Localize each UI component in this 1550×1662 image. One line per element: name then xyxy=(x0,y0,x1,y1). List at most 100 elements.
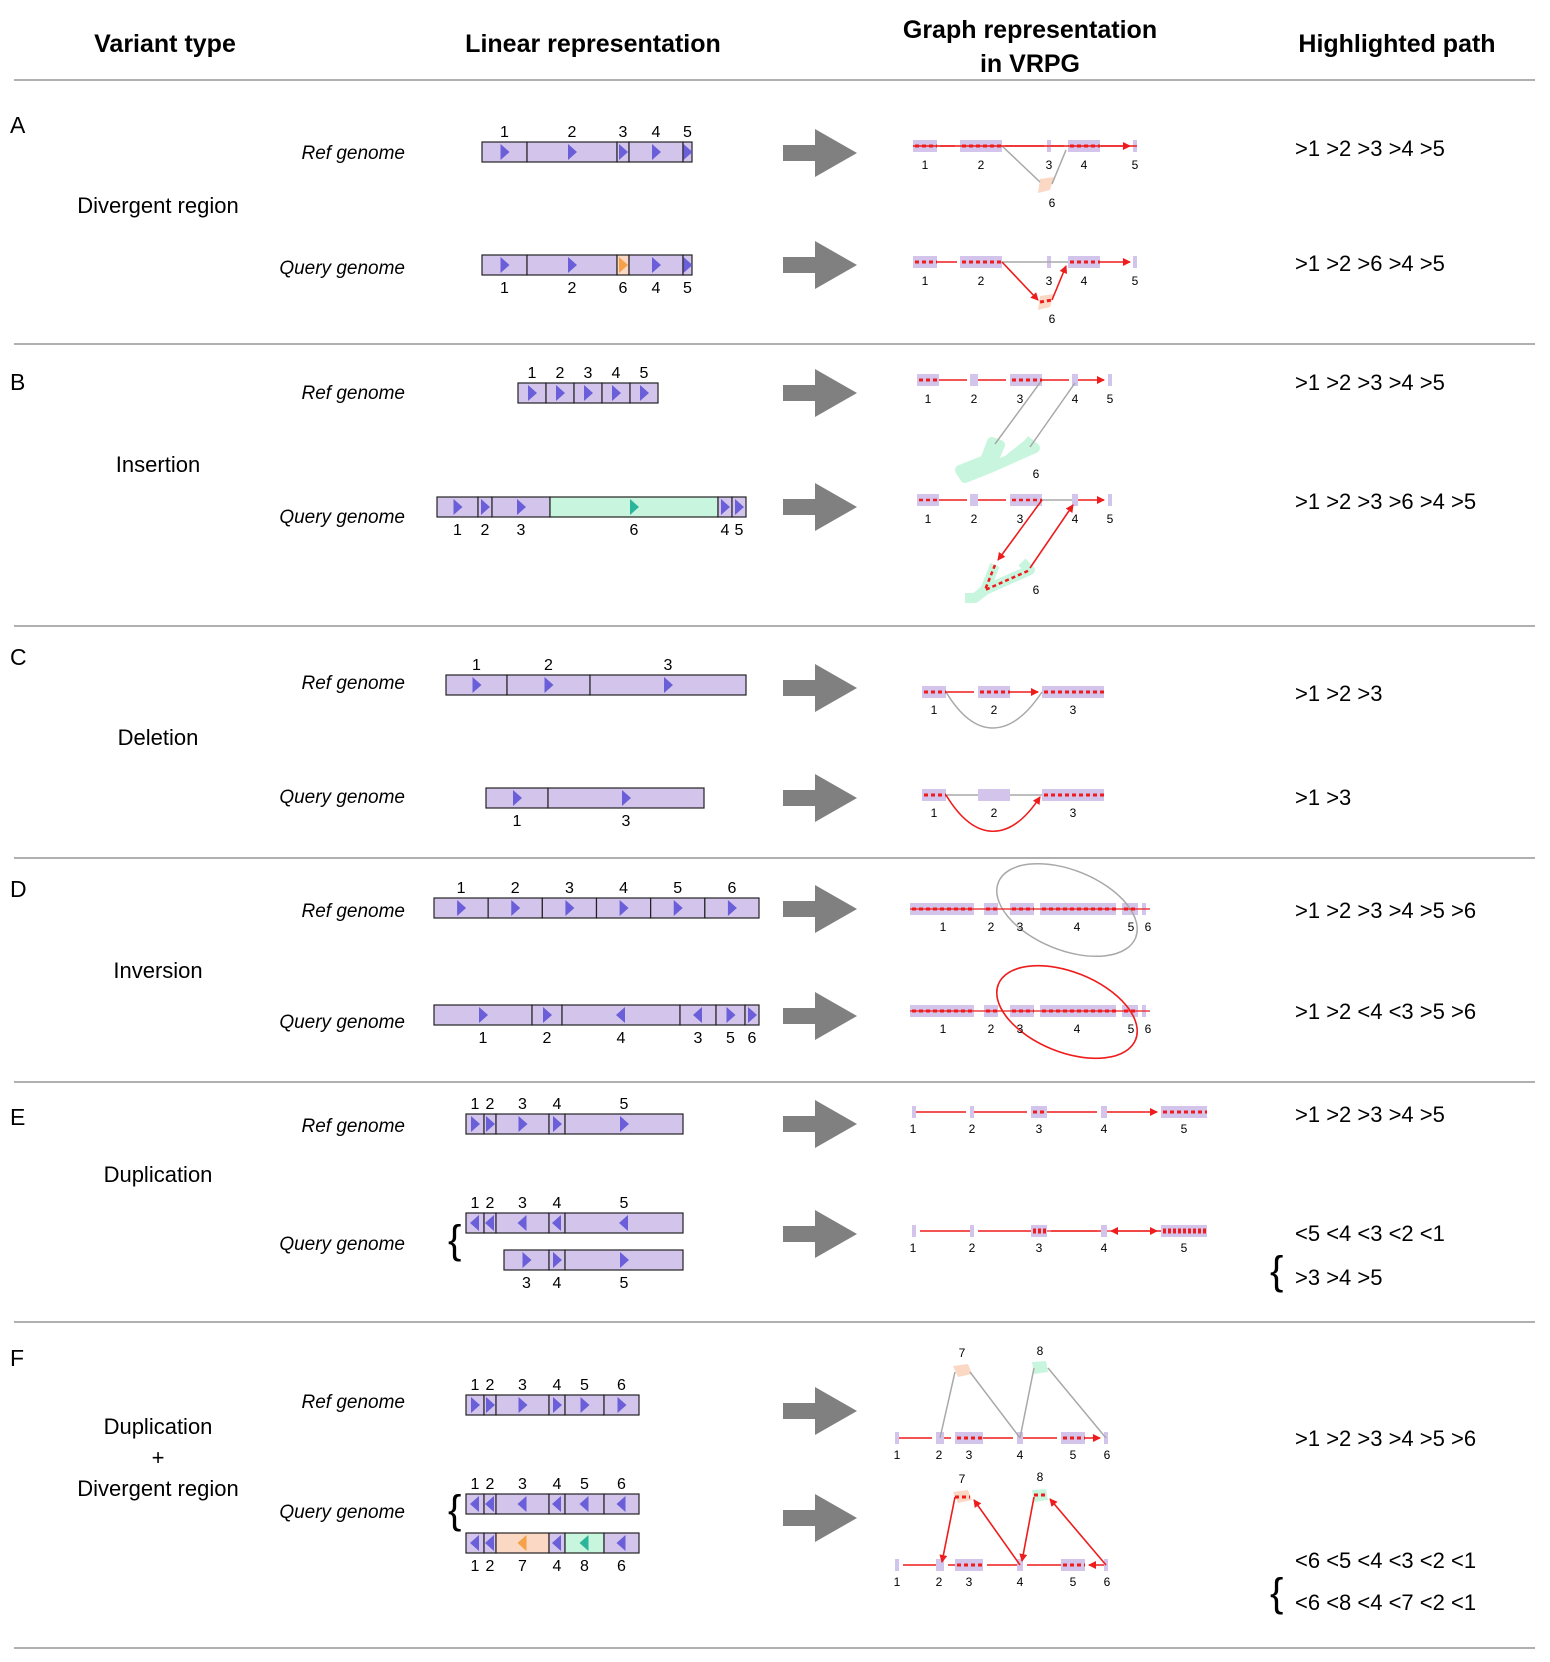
graph-node xyxy=(978,789,1010,801)
segment-direction-icon xyxy=(485,1535,494,1551)
node-label: 4 xyxy=(1074,920,1081,934)
segment-direction-icon xyxy=(579,1535,589,1551)
block-arrow-icon xyxy=(783,369,857,417)
segment-label: 1 xyxy=(471,1096,480,1113)
graph-node xyxy=(912,1106,916,1118)
graph-node xyxy=(970,494,978,506)
query-brace-f: { xyxy=(448,1488,461,1532)
ref-genome-label-e: Ref genome xyxy=(301,1116,405,1137)
linear-representations: 1 2 3 4 51 2 6 4 51 2 3 4 51 2 3 6 4 51 2 31 31 2 3 4 5 61 2 4 3 5 61 2… xyxy=(433,124,760,1575)
segment-label: 1 xyxy=(513,813,522,830)
block-arrow-icon xyxy=(783,241,857,289)
segment-direction-icon xyxy=(693,1007,702,1023)
graph-node-6 xyxy=(1038,177,1054,193)
node-label: 5 xyxy=(1132,274,1139,288)
segment-label: 5 xyxy=(726,1030,735,1047)
segment-direction-icon xyxy=(652,257,661,273)
segment-direction-icon xyxy=(616,1007,625,1023)
segment-label: 4 xyxy=(619,880,628,897)
segment-label: 4 xyxy=(553,1476,562,1493)
block-arrow-icon xyxy=(783,774,857,822)
node-label: 1 xyxy=(922,274,929,288)
segment-direction-icon xyxy=(616,1535,626,1551)
segment-label: 5 xyxy=(673,880,682,897)
segment-direction-icon xyxy=(630,499,639,515)
graph-node xyxy=(1101,1106,1107,1118)
node-label: 3 xyxy=(1017,920,1024,934)
segment-direction-icon xyxy=(619,144,628,160)
ref-genome-label-c: Ref genome xyxy=(301,673,405,694)
graph-a-query: 1 2 3 4 5 6 xyxy=(913,256,1139,326)
node-label: 2 xyxy=(978,158,985,172)
graph-edge xyxy=(994,379,1076,448)
segment-label: 3 xyxy=(622,813,631,830)
node-label: 6 xyxy=(1145,920,1152,934)
node-label: 4 xyxy=(1072,512,1079,526)
variant-type-e: Duplication xyxy=(104,1162,213,1187)
segment-direction-icon xyxy=(568,144,577,160)
section-letter-a: A xyxy=(10,112,26,138)
header-variant-type: Variant type xyxy=(94,30,236,58)
block-arrow-icon xyxy=(783,1100,857,1148)
block-arrow-icon xyxy=(783,992,857,1040)
segment-label: 2 xyxy=(556,365,565,382)
segment-direction-icon xyxy=(518,1116,528,1132)
graph-node xyxy=(970,1225,974,1237)
segment-label: 4 xyxy=(553,1096,562,1113)
segment-label: 7 xyxy=(518,1558,527,1575)
graph-path-red xyxy=(1051,265,1068,301)
node-label: 5 xyxy=(1181,1122,1188,1136)
segment-label: 5 xyxy=(683,280,692,297)
segment-direction-icon xyxy=(517,499,526,515)
block-arrow-icon xyxy=(783,483,857,531)
graph-node xyxy=(912,1225,916,1237)
path-c-ref: >1 >2 >3 xyxy=(1295,681,1382,706)
segment-direction-icon xyxy=(481,499,490,515)
graph-b-query: 1 2 3 4 5 6 xyxy=(917,494,1114,603)
segment-label: 5 xyxy=(580,1476,589,1493)
path-brace-f: { xyxy=(1270,1571,1283,1615)
graph-b-ref: 1 2 3 4 5 6 xyxy=(917,374,1114,483)
node-label: 1 xyxy=(940,1022,947,1036)
segment-direction-icon xyxy=(471,1397,480,1413)
segment-direction-icon xyxy=(683,144,693,160)
node-label: 8 xyxy=(1037,1470,1044,1484)
graph-path-red xyxy=(1029,504,1074,569)
node-label: 5 xyxy=(1070,1448,1077,1462)
segment-direction-icon xyxy=(470,1496,479,1512)
segment-label: 1 xyxy=(471,1377,480,1394)
graph-path-dash xyxy=(915,260,1100,304)
segment-label: 6 xyxy=(617,1558,626,1575)
segment-direction-icon xyxy=(517,1535,527,1551)
segment-direction-icon xyxy=(513,790,522,806)
node-label: 1 xyxy=(910,1241,917,1255)
ref-genome-label-d: Ref genome xyxy=(301,901,405,922)
graph-node xyxy=(955,1432,983,1444)
graph-a-ref: 1 2 3 4 5 6 xyxy=(913,140,1139,210)
node-label: 3 xyxy=(1017,392,1024,406)
section-letter-c: C xyxy=(10,644,27,670)
graph-node xyxy=(960,256,1002,268)
node-label: 8 xyxy=(1037,1344,1044,1358)
segment-direction-icon xyxy=(584,385,593,401)
node-label: 3 xyxy=(1036,1122,1043,1136)
graph-node xyxy=(895,1559,899,1571)
segment-label: 2 xyxy=(568,124,577,141)
segment-direction-icon xyxy=(726,1007,736,1023)
segment-label: 1 xyxy=(471,1558,480,1575)
segment-label: 2 xyxy=(543,1030,552,1047)
segment-label: 6 xyxy=(617,1377,626,1394)
graph-node-8 xyxy=(1032,1361,1048,1374)
node-label: 2 xyxy=(988,1022,995,1036)
segment-label: 4 xyxy=(652,280,661,297)
segment-label: 6 xyxy=(619,280,628,297)
segment-label: 6 xyxy=(630,522,639,539)
node-label: 4 xyxy=(1072,392,1079,406)
query-genome-label-c: Query genome xyxy=(279,787,405,808)
segment-label: 1 xyxy=(457,880,466,897)
linear-genome-a-ref_linear: 1 2 3 4 5 xyxy=(481,124,693,163)
segment-label: 1 xyxy=(471,1195,480,1212)
segment-direction-icon xyxy=(486,1397,495,1413)
